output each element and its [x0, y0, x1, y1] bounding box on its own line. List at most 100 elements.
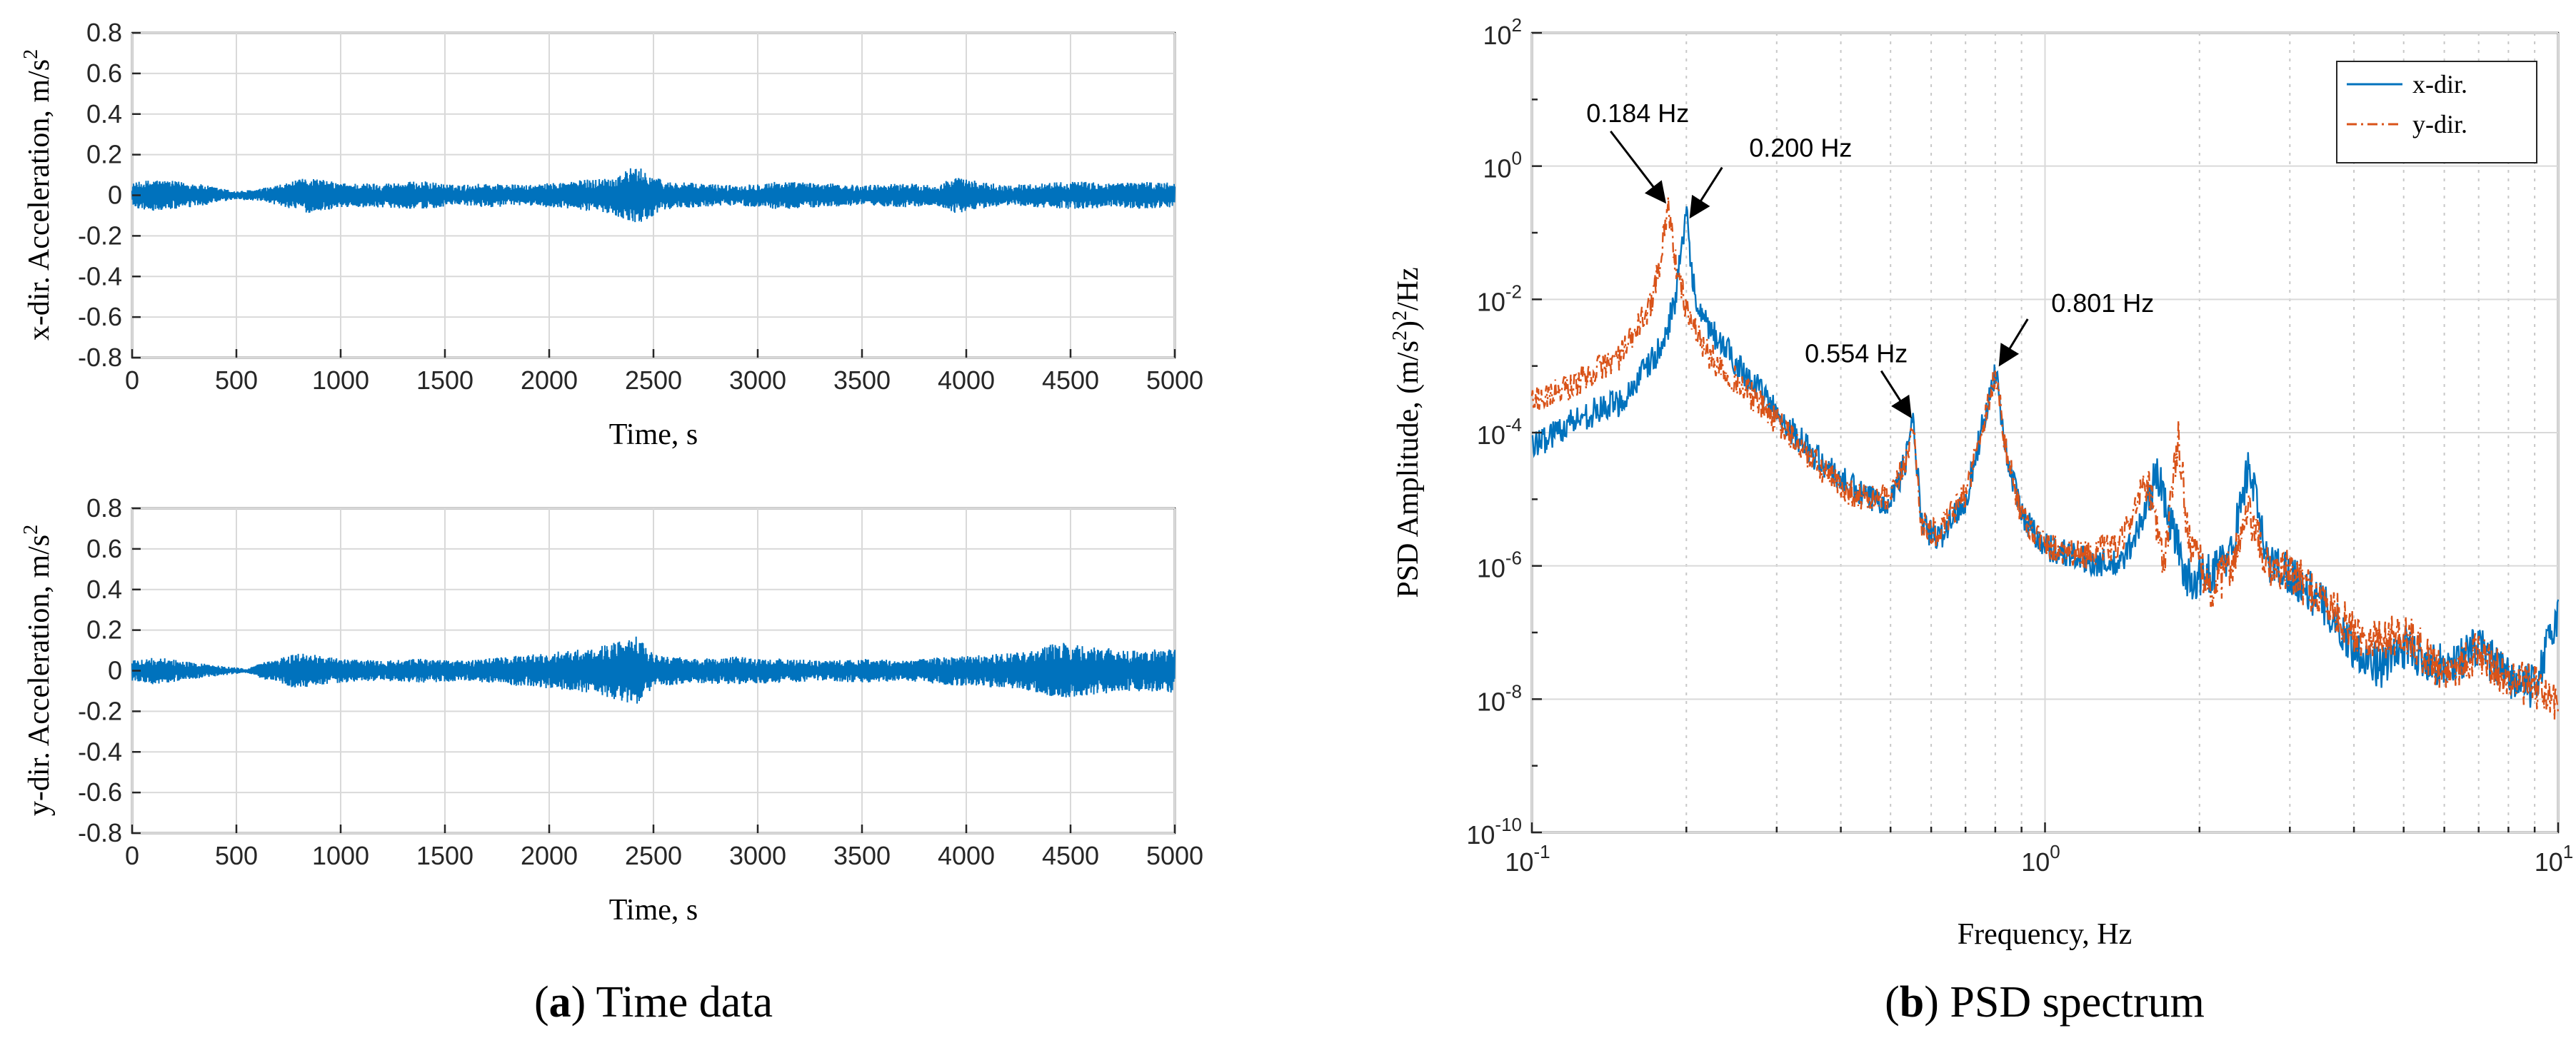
x-tick-label: 2500	[625, 366, 682, 395]
y-tick-label: 10-6	[1477, 548, 1522, 583]
legend-label: y-dir.	[2412, 110, 2467, 138]
peak-arrow	[1610, 130, 1667, 204]
psd-line-x-dir	[1531, 206, 2560, 708]
x-tick-label: 2000	[521, 841, 578, 870]
x-tick-label: 1500	[416, 366, 473, 395]
y-tick-label: 0.4	[86, 99, 122, 129]
y-tick-label: 0.2	[86, 140, 122, 169]
xlabel-time-y: Time, s	[609, 894, 698, 927]
y-tick-label: 0.6	[86, 59, 122, 88]
y-tick-label: 10-2	[1477, 281, 1522, 316]
x-tick-label: 4500	[1042, 366, 1099, 395]
x-tick-label: 4000	[938, 841, 995, 870]
y-tick-label: 0.2	[86, 615, 122, 645]
peak-label: 0.801 Hz	[2051, 288, 2154, 318]
psd-series	[1530, 196, 2560, 720]
x-tick-label: 2500	[625, 841, 682, 870]
y-tick-label: 0	[108, 181, 122, 210]
y-tick-label: -0.8	[78, 818, 122, 847]
psd-line-y-dir	[1530, 196, 2560, 720]
ticks-y: 0 500 1000 1500 2000 2500 3000 3500 4000 4500 5000…	[78, 493, 1203, 870]
y-tick-label: -0.6	[78, 777, 122, 807]
x-tick-exp: 1	[2563, 841, 2573, 862]
peak-arrow	[1689, 166, 1723, 219]
y-tick-label: 10-10	[1466, 814, 1522, 850]
y-tick-base: 10	[1466, 820, 1495, 850]
xlabel-time-x: Time, s	[609, 418, 698, 451]
x-tick-label: 0	[125, 841, 139, 870]
peak-label: 0.200 Hz	[1749, 133, 1852, 163]
x-tick-label: 500	[215, 841, 258, 870]
legend-label: x-dir.	[2412, 70, 2467, 99]
time-plot-y: 0 500 1000 1500 2000 2500 3000 3500 4000 4500 5000…	[20, 493, 1203, 927]
y-tick-base: 10	[1483, 154, 1511, 183]
peak-arrow	[1998, 318, 2029, 367]
x-tick-label: 0	[125, 366, 139, 395]
y-tick-base: 10	[1477, 687, 1505, 716]
y-tick-exp: -8	[1505, 680, 1522, 702]
x-tick-base: 10	[1505, 847, 1533, 877]
y-tick-base: 10	[1477, 287, 1505, 316]
time-plot-x: 0 500 1000 1500 2000 2500 3000 3500 4000 4500 5000…	[20, 18, 1203, 451]
y-tick-base: 10	[1477, 420, 1505, 450]
y-tick-label: 102	[1483, 14, 1522, 50]
caption-a: (a) Time data	[534, 978, 773, 1027]
y-tick-label: 0	[108, 656, 122, 685]
caption-b: (b) PSD spectrum	[1885, 978, 2205, 1027]
x-tick-label: 3000	[729, 366, 786, 395]
x-tick-label: 3500	[833, 366, 891, 395]
x-tick-label: 101	[2535, 841, 2574, 877]
x-tick-label: 2000	[521, 366, 578, 395]
x-tick-label: 1000	[312, 841, 369, 870]
x-tick-label: 100	[2021, 841, 2060, 877]
peak-annotations: 0.184 Hz 0.200 Hz 0.554 Hz 0.801 Hz	[1586, 99, 2154, 419]
ylabel-accel-x: x-dir. Acceleration, m/s2	[20, 49, 56, 341]
y-tick-base: 10	[1477, 554, 1505, 583]
x-tick-label: 3500	[833, 841, 891, 870]
y-tick-label: 10-8	[1477, 680, 1522, 716]
peak-label: 0.554 Hz	[1805, 339, 1908, 368]
ylabel-accel-y: y-dir. Acceleration, m/s2	[20, 525, 56, 816]
psd-plot: 0.184 Hz0.200 Hz0.554 Hz0.801 Hz 10-1 100…	[1389, 14, 2573, 951]
xlabel-frequency: Frequency, Hz	[1958, 918, 2133, 951]
x-tick-base: 10	[2021, 847, 2050, 877]
x-tick-label: 1000	[312, 366, 369, 395]
y-tick-label: -0.8	[78, 343, 122, 372]
y-tick-base: 10	[1483, 21, 1511, 50]
y-tick-label: 10-4	[1477, 414, 1522, 450]
acceleration-signal	[131, 168, 1176, 223]
x-tick-label: 4000	[938, 366, 995, 395]
signal-y	[131, 636, 1176, 704]
y-tick-exp: -10	[1495, 814, 1522, 835]
y-tick-exp: -2	[1505, 281, 1522, 302]
x-tick-label: 3000	[729, 841, 786, 870]
x-tick-base: 10	[2535, 847, 2563, 877]
x-tick-exp: 0	[2050, 841, 2060, 862]
y-tick-exp: -6	[1505, 548, 1522, 569]
legend: x-dir. y-dir.	[2336, 61, 2537, 163]
y-tick-label: 0.6	[86, 534, 122, 563]
ticks-x: 0 500 1000 1500 2000 2500 3000 3500 4000 4500 5000…	[78, 18, 1203, 395]
y-tick-exp: -4	[1505, 414, 1522, 435]
x-tick-label: 1500	[416, 841, 473, 870]
y-tick-label: 0.8	[86, 18, 122, 47]
y-tick-label: -0.4	[78, 261, 122, 291]
x-tick-label: 10-1	[1505, 841, 1550, 877]
x-tick-label: 4500	[1042, 841, 1099, 870]
y-tick-exp: 0	[1512, 148, 1522, 169]
x-tick-label: 500	[215, 366, 258, 395]
y-tick-label: 0.8	[86, 493, 122, 523]
ylabel-psd: PSD Amplitude, (m/s2)2/Hz	[1389, 267, 1425, 598]
y-tick-label: 100	[1483, 148, 1522, 183]
y-tick-label: -0.4	[78, 737, 122, 766]
peak-arrow	[1880, 370, 1912, 419]
signal-x	[131, 168, 1176, 223]
peak-label: 0.184 Hz	[1586, 99, 1689, 128]
acceleration-signal	[131, 636, 1176, 704]
x-tick-label: 5000	[1146, 366, 1203, 395]
y-tick-label: -0.6	[78, 302, 122, 331]
y-tick-label: 0.4	[86, 575, 122, 604]
x-tick-exp: -1	[1533, 841, 1550, 862]
